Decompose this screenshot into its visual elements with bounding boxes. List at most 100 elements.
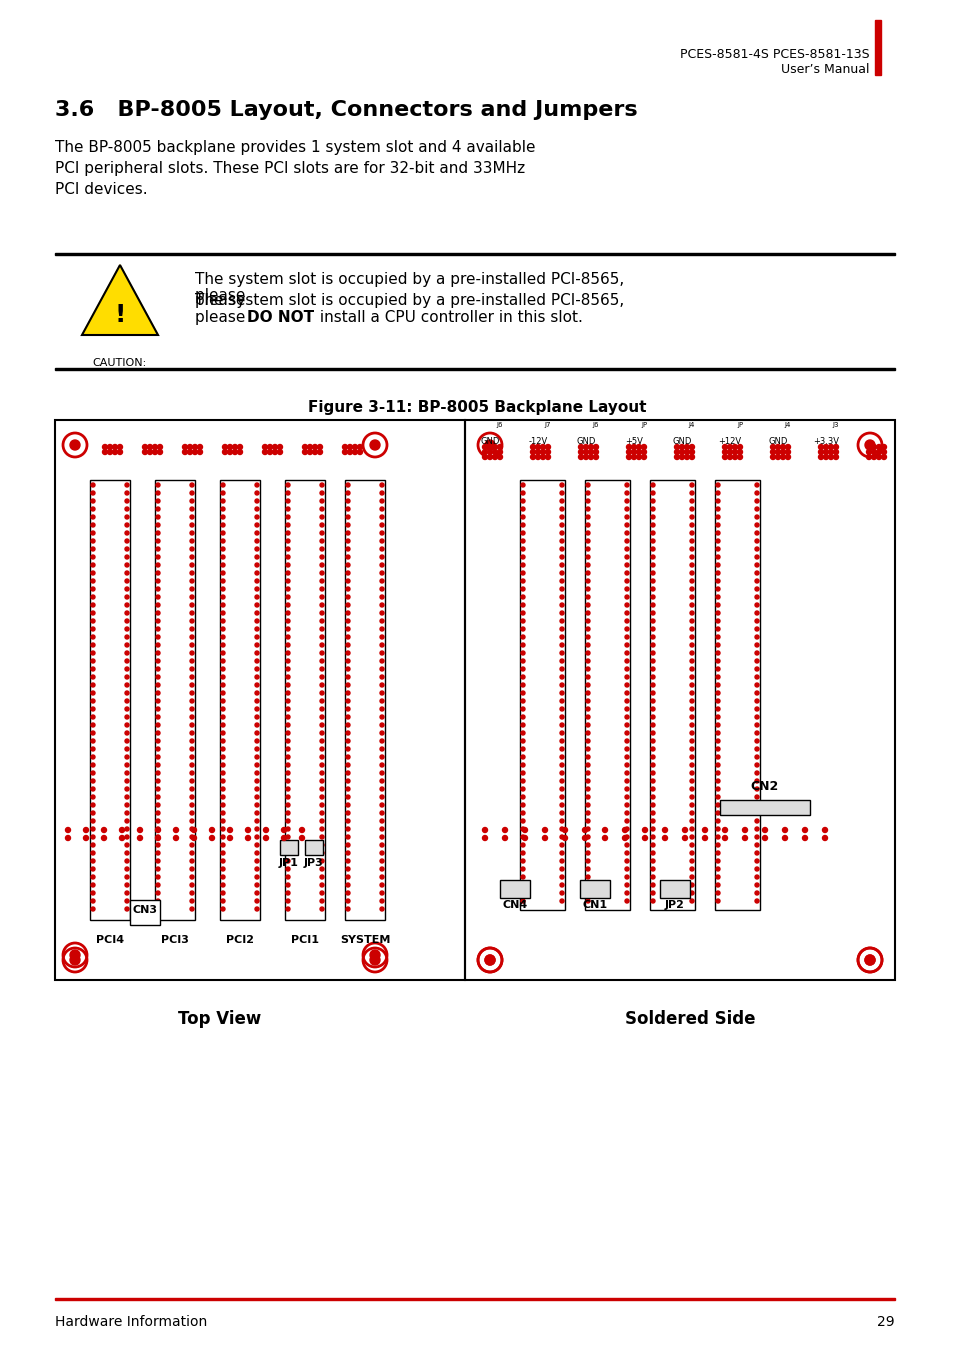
Circle shape — [559, 899, 563, 903]
Circle shape — [520, 667, 524, 671]
Circle shape — [190, 827, 193, 831]
Circle shape — [91, 779, 95, 783]
Circle shape — [754, 803, 759, 807]
Circle shape — [624, 715, 628, 719]
Circle shape — [818, 449, 822, 454]
Circle shape — [689, 652, 693, 654]
Circle shape — [125, 667, 129, 671]
Circle shape — [190, 483, 193, 487]
Circle shape — [716, 899, 720, 903]
Circle shape — [379, 515, 384, 519]
Circle shape — [319, 891, 324, 895]
Circle shape — [125, 515, 129, 519]
Circle shape — [716, 699, 720, 703]
Circle shape — [254, 548, 258, 552]
Circle shape — [650, 723, 655, 727]
Circle shape — [254, 675, 258, 679]
Circle shape — [689, 844, 693, 846]
Circle shape — [254, 603, 258, 607]
Circle shape — [102, 449, 108, 454]
Circle shape — [346, 658, 350, 662]
Circle shape — [221, 811, 225, 815]
Circle shape — [689, 754, 693, 758]
Circle shape — [502, 827, 507, 833]
Circle shape — [227, 827, 233, 833]
Circle shape — [319, 619, 324, 623]
Circle shape — [91, 627, 95, 631]
Text: CN3: CN3 — [132, 904, 157, 915]
Circle shape — [487, 445, 492, 449]
Text: User’s Manual: User’s Manual — [781, 64, 869, 76]
Circle shape — [650, 571, 655, 575]
Text: PCI4: PCI4 — [96, 936, 124, 945]
Circle shape — [125, 731, 129, 735]
Circle shape — [117, 449, 122, 454]
Circle shape — [91, 723, 95, 727]
Circle shape — [190, 715, 193, 719]
Circle shape — [125, 619, 129, 623]
Circle shape — [784, 445, 790, 449]
Circle shape — [741, 827, 747, 833]
Bar — [90, 480, 130, 919]
Circle shape — [190, 548, 193, 552]
Circle shape — [91, 499, 95, 503]
Circle shape — [254, 875, 258, 879]
Circle shape — [221, 779, 225, 783]
Circle shape — [286, 875, 290, 879]
Circle shape — [190, 523, 193, 527]
Circle shape — [125, 611, 129, 615]
Circle shape — [559, 562, 563, 566]
Circle shape — [650, 811, 655, 815]
Circle shape — [152, 449, 157, 454]
Circle shape — [650, 611, 655, 615]
Circle shape — [91, 571, 95, 575]
Circle shape — [379, 562, 384, 566]
Circle shape — [754, 683, 759, 687]
Circle shape — [281, 836, 286, 841]
Circle shape — [801, 836, 806, 841]
Circle shape — [520, 754, 524, 758]
Circle shape — [737, 454, 741, 460]
Circle shape — [286, 867, 290, 871]
Circle shape — [624, 803, 628, 807]
Circle shape — [379, 803, 384, 807]
Circle shape — [254, 907, 258, 911]
Circle shape — [650, 627, 655, 631]
Circle shape — [347, 449, 352, 454]
Circle shape — [346, 787, 350, 791]
Circle shape — [286, 844, 290, 846]
Circle shape — [286, 603, 290, 607]
Circle shape — [379, 907, 384, 911]
Circle shape — [502, 836, 507, 841]
Circle shape — [91, 491, 95, 495]
Circle shape — [221, 548, 225, 552]
Circle shape — [319, 899, 324, 903]
Circle shape — [379, 587, 384, 591]
Circle shape — [876, 445, 881, 449]
Circle shape — [754, 844, 759, 846]
Circle shape — [559, 658, 563, 662]
Circle shape — [681, 827, 687, 833]
Circle shape — [379, 715, 384, 719]
Circle shape — [346, 483, 350, 487]
Circle shape — [689, 523, 693, 527]
Circle shape — [319, 740, 324, 744]
Circle shape — [156, 507, 160, 511]
Circle shape — [559, 635, 563, 639]
Circle shape — [190, 859, 193, 863]
Circle shape — [254, 811, 258, 815]
Circle shape — [881, 449, 885, 454]
Circle shape — [721, 454, 727, 460]
Text: GND: GND — [479, 437, 499, 446]
Circle shape — [286, 548, 290, 552]
Circle shape — [91, 556, 95, 558]
Circle shape — [641, 827, 647, 833]
Circle shape — [221, 603, 225, 607]
Circle shape — [125, 899, 129, 903]
Circle shape — [559, 748, 563, 750]
Circle shape — [125, 507, 129, 511]
Circle shape — [156, 515, 160, 519]
Circle shape — [221, 844, 225, 846]
Circle shape — [520, 867, 524, 871]
Circle shape — [650, 748, 655, 750]
